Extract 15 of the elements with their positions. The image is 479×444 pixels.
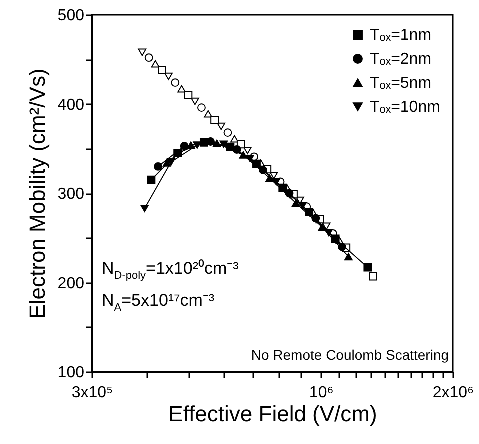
y-tick-label: 400 (58, 96, 85, 114)
y-tick-label: 300 (58, 186, 85, 203)
y-tick-label: 200 (58, 275, 85, 292)
y-tick-label: 100 (58, 364, 85, 382)
x-axis-title: Effective Field (V/cm) (168, 402, 378, 426)
annotation: No Remote Coulomb Scattering (251, 347, 450, 363)
legend-label: Tₒₓ=5nm (370, 75, 432, 92)
legend-label: Tₒₓ=2nm (370, 51, 432, 68)
y-axis-title: Electron Mobility (cm²/Vs) (24, 68, 50, 320)
x-tick-label: 10⁶ (309, 384, 334, 402)
y-tick-label: 500 (58, 8, 85, 24)
x-tick-label: 3x10⁵ (72, 384, 114, 402)
x-tick-label: 2x10⁶ (432, 384, 474, 402)
legend-label: Tₒₓ=1nm (370, 27, 432, 44)
legend-label: Tₒₓ=10nm (370, 99, 440, 116)
